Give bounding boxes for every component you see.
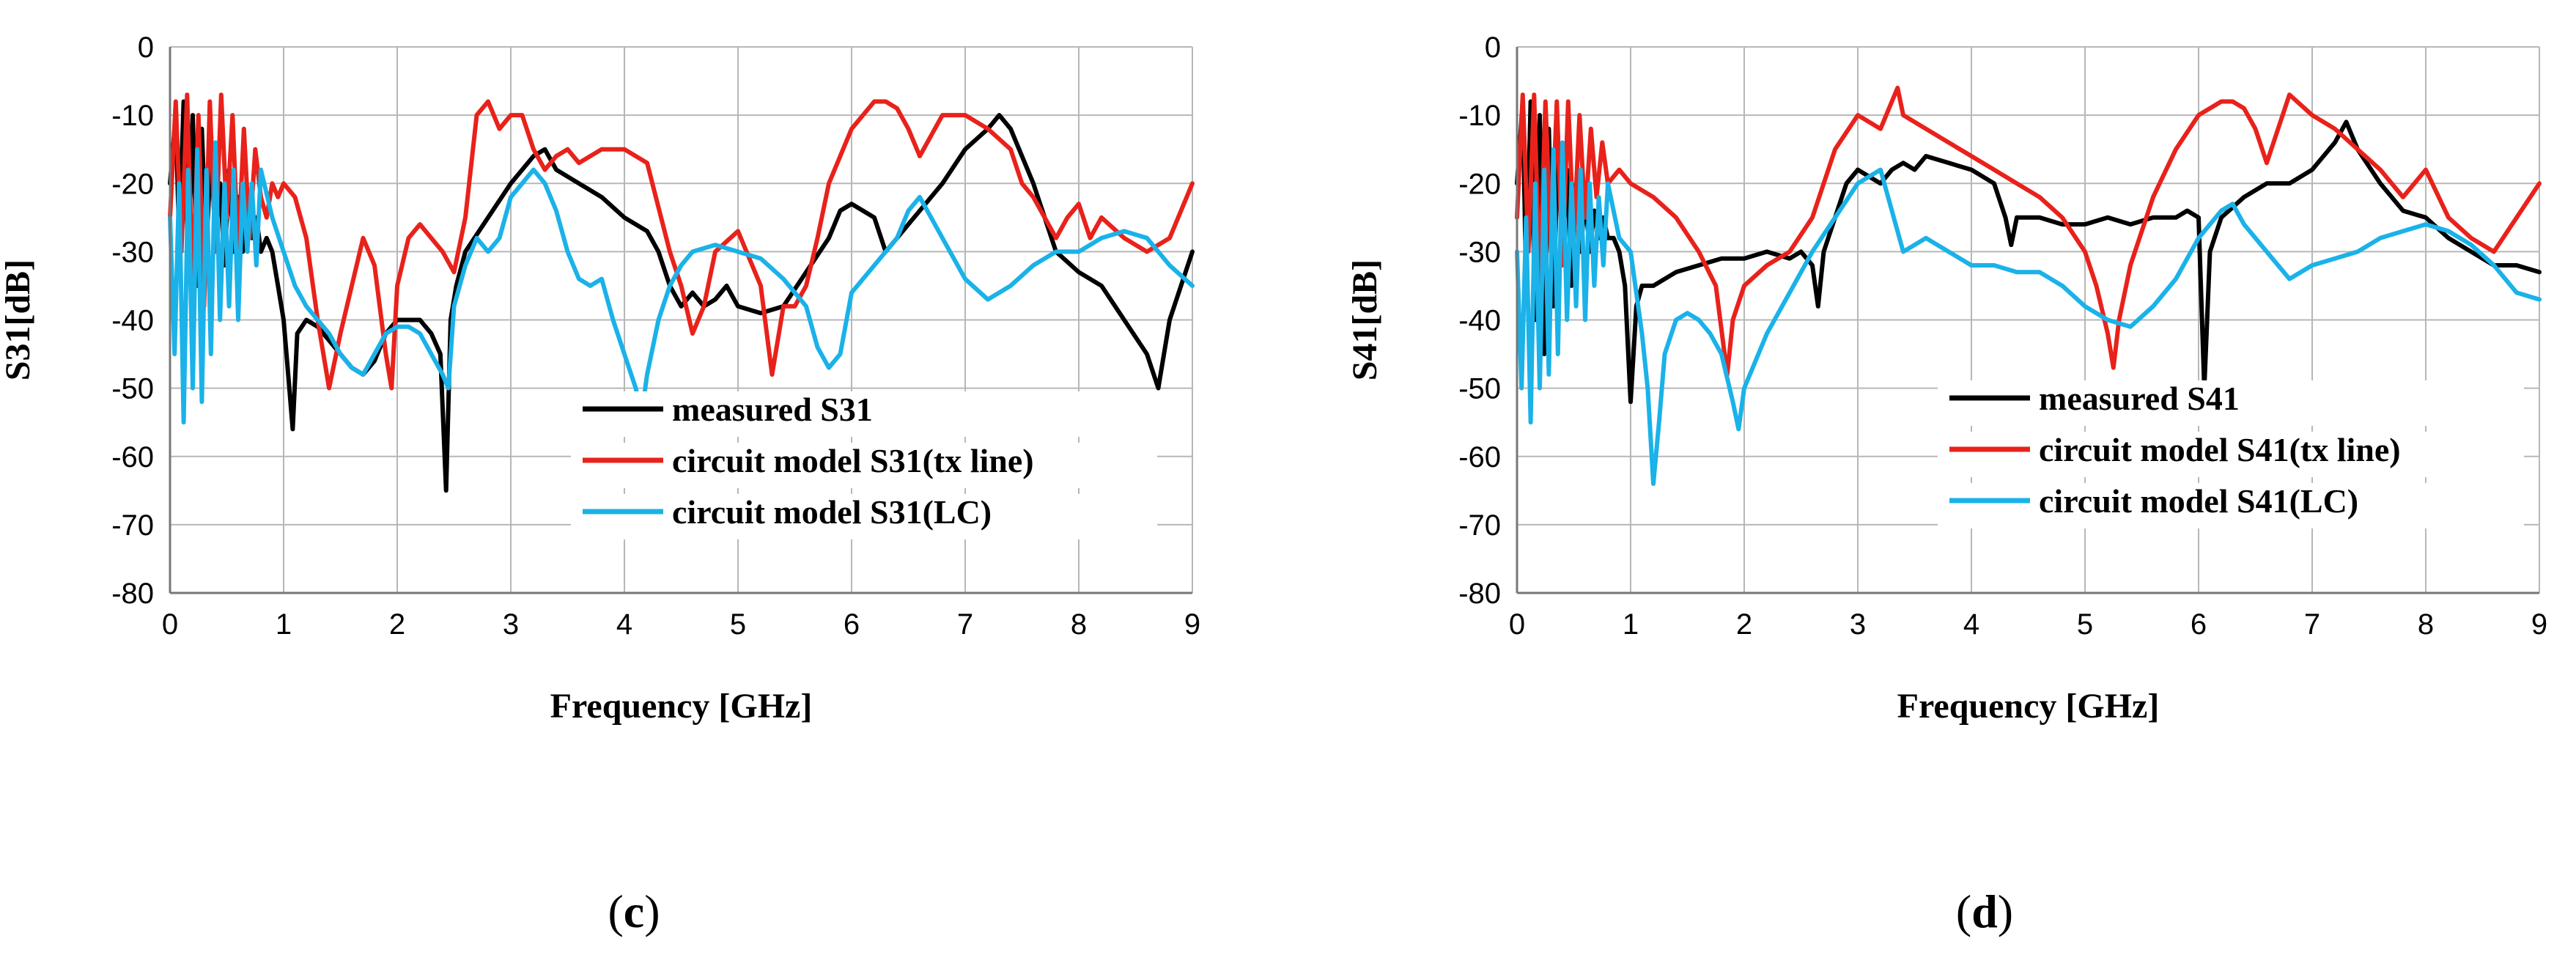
legend-background (571, 443, 1157, 488)
panel-caption: (c) (608, 885, 660, 937)
y-tick-label: -80 (111, 578, 154, 610)
series-line-2 (168, 140, 1195, 425)
x-tick-label: 1 (1623, 608, 1639, 641)
legend: measured S31 circuit model S31(tx line) ci… (571, 391, 1157, 539)
legend-label: measured S31 (672, 391, 873, 428)
y-tick-label: -50 (1458, 373, 1501, 405)
legend-background (1938, 380, 2524, 426)
legend-background (571, 494, 1157, 539)
x-tick-label: 9 (2531, 608, 2547, 641)
legend-label: circuit model S41(LC) (2039, 482, 2358, 520)
y-tick-label: -20 (1458, 168, 1501, 200)
legend-label: circuit model S31(LC) (672, 493, 992, 531)
x-tick-label: 4 (1963, 608, 1979, 641)
y-tick-label: -40 (111, 305, 154, 337)
panel-caption: (d) (1956, 885, 2013, 937)
x-tick-label: 1 (276, 608, 292, 641)
x-tick-label: 3 (1850, 608, 1866, 641)
legend-label: measured S41 (2039, 380, 2240, 417)
x-tick-label: 8 (1071, 608, 1087, 641)
y-tick-label: -30 (1458, 236, 1501, 268)
series-line-1 (1515, 85, 2542, 377)
x-tick-label: 7 (2304, 608, 2320, 641)
y-tick-label: -50 (111, 373, 154, 405)
x-tick-label: 2 (389, 608, 405, 641)
y-axis-title: S31[dB] (0, 259, 37, 380)
x-tick-label: 2 (1736, 608, 1752, 641)
legend: measured S41 circuit model S41(tx line) ci… (1938, 380, 2524, 528)
y-axis-title: S41[dB] (1346, 259, 1384, 380)
legend-background (1938, 483, 2524, 528)
x-tick-label: 7 (957, 608, 973, 641)
y-tick-label: -60 (1458, 441, 1501, 473)
y-tick-label: -20 (111, 168, 154, 200)
legend-background (1938, 432, 2524, 477)
y-tick-label: 0 (1485, 32, 1501, 64)
y-tick-label: -10 (111, 100, 154, 132)
legend-label: circuit model S41(tx line) (2039, 431, 2401, 468)
y-tick-label: 0 (138, 32, 154, 64)
x-tick-label: 0 (162, 608, 178, 641)
series-line-2 (1515, 140, 2542, 486)
x-tick-label: 9 (1184, 608, 1200, 641)
x-tick-label: 6 (844, 608, 860, 641)
x-tick-label: 5 (730, 608, 746, 641)
chart-panel-d: 0-10-20-30-40-50-60-70-800 1 2 3 4 5 6 7 8 9Frequ… (1346, 32, 2547, 937)
y-tick-label: -40 (1458, 305, 1501, 337)
x-tick-label: 5 (2077, 608, 2093, 641)
x-tick-label: 4 (616, 608, 632, 641)
x-tick-label: 8 (2418, 608, 2434, 641)
y-tick-label: -10 (1458, 100, 1501, 132)
y-tick-label: -70 (111, 509, 154, 542)
x-tick-label: 0 (1509, 608, 1525, 641)
y-tick-label: -30 (111, 236, 154, 268)
legend-label: circuit model S31(tx line) (672, 442, 1034, 479)
legend-background (571, 391, 1157, 437)
x-tick-label: 6 (2191, 608, 2207, 641)
x-axis-title: Frequency [GHz] (1897, 687, 2160, 726)
y-tick-label: -60 (111, 441, 154, 473)
y-tick-label: -70 (1458, 509, 1501, 542)
y-tick-label: -80 (1458, 578, 1501, 610)
chart-panel-c: 0-10-20-30-40-50-60-70-800 1 2 3 4 5 6 7 8 9Frequ… (0, 32, 1200, 937)
x-axis-title: Frequency [GHz] (550, 687, 813, 726)
x-tick-label: 3 (503, 608, 519, 641)
